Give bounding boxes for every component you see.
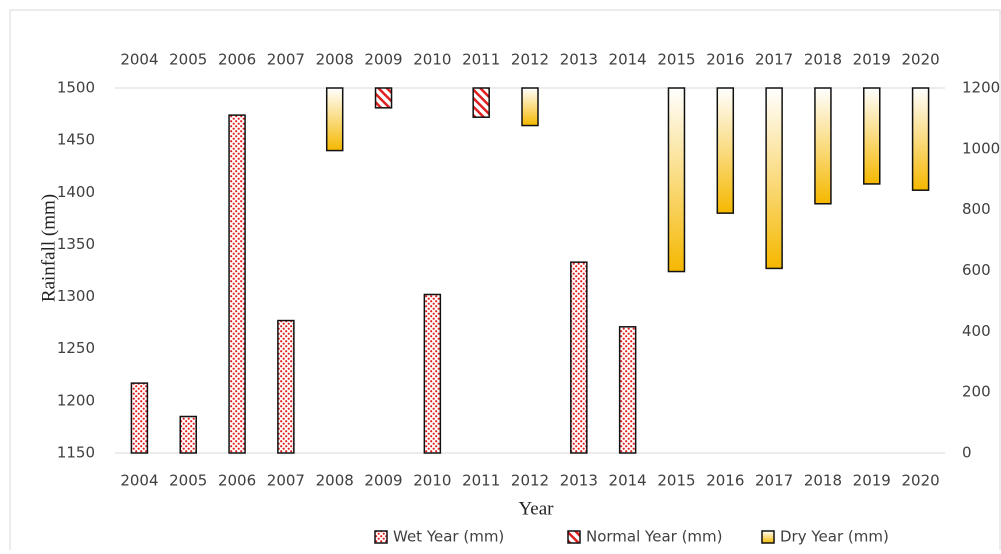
x-tick-label: 2015 — [657, 472, 695, 490]
y-tick-label: 1400 — [57, 183, 95, 201]
x-tick-label-top: 2010 — [413, 51, 451, 69]
y2-tick-label: 1200 — [962, 79, 1000, 97]
x-tick-label: 2010 — [413, 472, 451, 490]
x-tick-label-top: 2015 — [657, 51, 695, 69]
legend-label: Wet Year (mm) — [393, 528, 504, 546]
y2-tick-label: 200 — [962, 383, 991, 401]
x-tick-label-top: 2004 — [120, 51, 158, 69]
legend-swatch — [567, 530, 581, 544]
bar — [472, 87, 490, 118]
bar — [667, 87, 686, 273]
legend-swatch — [761, 530, 775, 544]
x-tick-label: 2014 — [609, 472, 647, 490]
x-tick-label-top: 2007 — [267, 51, 305, 69]
x-tick-label: 2007 — [267, 472, 305, 490]
x-tick-label-top: 2011 — [462, 51, 500, 69]
y-axis-title: Rainfall (mm) — [38, 194, 59, 302]
x-tick-label-top: 2013 — [560, 51, 598, 69]
bar — [814, 87, 832, 205]
bar — [765, 87, 783, 270]
bar — [716, 87, 735, 214]
y-tick-label: 1350 — [57, 235, 95, 253]
x-tick-label: 2013 — [560, 472, 598, 490]
bar — [570, 261, 588, 454]
y-tick-label: 1500 — [57, 79, 95, 97]
legend-label: Normal Year (mm) — [586, 528, 723, 546]
x-tick-label-top: 2014 — [609, 51, 647, 69]
x-axis-title: Year — [518, 498, 554, 519]
x-tick-label-top: 2020 — [901, 51, 939, 69]
x-tick-label: 2006 — [218, 472, 256, 490]
legend-swatch — [374, 530, 388, 544]
x-tick-label: 2018 — [804, 472, 842, 490]
bar — [130, 382, 149, 454]
x-tick-label-top: 2019 — [853, 51, 891, 69]
y2-tick-label: 1000 — [962, 139, 1000, 157]
y-tick-label: 1300 — [57, 287, 95, 305]
y2-tick-label: 400 — [962, 322, 991, 340]
bar — [325, 87, 344, 152]
x-tick-label-top: 2016 — [706, 51, 744, 69]
y-tick-label: 1450 — [57, 131, 95, 149]
bar — [911, 87, 930, 191]
bar — [277, 319, 295, 454]
x-tick-label-top: 2006 — [218, 51, 256, 69]
x-tick-label: 2016 — [706, 472, 744, 490]
x-tick-label: 2009 — [364, 472, 402, 490]
bar — [423, 293, 442, 454]
y-tick-label: 1250 — [57, 339, 95, 357]
bar — [179, 415, 197, 454]
x-tick-label: 2011 — [462, 472, 500, 490]
x-tick-label: 2004 — [120, 472, 158, 490]
x-tick-label: 2008 — [316, 472, 354, 490]
y2-tick-label: 800 — [962, 200, 991, 218]
chart-border — [9, 9, 1001, 554]
x-tick-label: 2005 — [169, 472, 207, 490]
bar — [863, 87, 881, 185]
bar — [374, 87, 393, 109]
x-tick-label-top: 2008 — [316, 51, 354, 69]
x-tick-label-top: 2012 — [511, 51, 549, 69]
x-tick-label-top: 2005 — [169, 51, 207, 69]
y-tick-label: 1150 — [57, 444, 95, 462]
legend-label: Dry Year (mm) — [780, 528, 889, 546]
bar — [228, 114, 246, 454]
x-tick-label: 2017 — [755, 472, 793, 490]
bar — [521, 87, 539, 127]
bar — [618, 326, 637, 454]
x-tick-label: 2019 — [853, 472, 891, 490]
x-tick-label-top: 2009 — [364, 51, 402, 69]
x-tick-label-top: 2017 — [755, 51, 793, 69]
x-tick-label: 2012 — [511, 472, 549, 490]
y2-tick-label: 600 — [962, 261, 991, 279]
x-tick-label: 2020 — [901, 472, 939, 490]
y2-tick-label: 0 — [962, 444, 972, 462]
y-tick-label: 1200 — [57, 391, 95, 409]
x-tick-label-top: 2018 — [804, 51, 842, 69]
